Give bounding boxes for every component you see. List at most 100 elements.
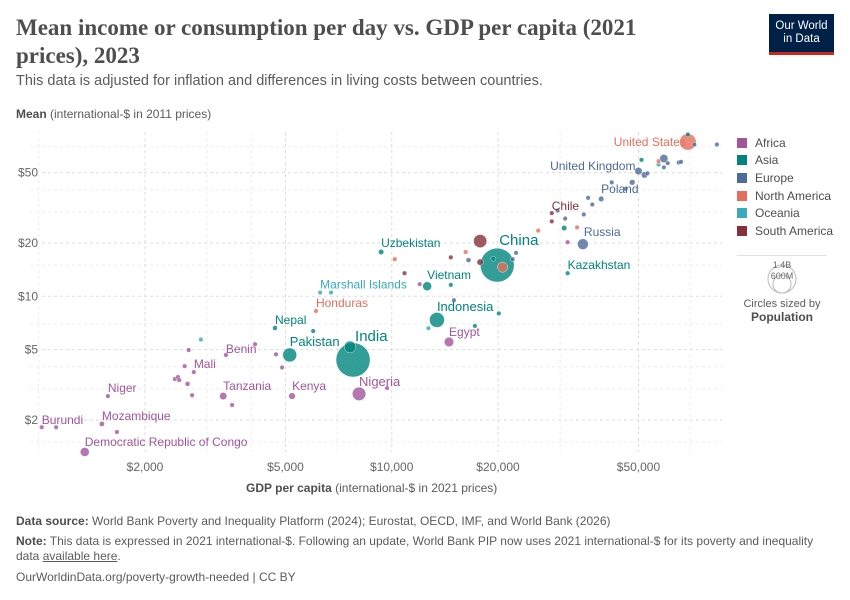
size-circle-small [772, 274, 792, 294]
note-text: This data is expressed in 2021 internati… [16, 534, 814, 563]
legend-swatch [737, 225, 747, 236]
data-point [282, 347, 297, 363]
data-point [463, 249, 469, 255]
x-tick-label: $2,000 [127, 460, 164, 474]
data-point [634, 167, 643, 175]
data-point [609, 179, 615, 185]
data-point [352, 386, 367, 401]
point-label: Vietnam [427, 268, 471, 282]
x-axis-label: GDP per capita (international-$ in 2021 … [246, 481, 497, 495]
size-legend: 1.4B 600M Circles sized by Population [737, 255, 827, 324]
legend-item[interactable]: Europe [737, 169, 833, 187]
scatter-plot: $2,000 $5,000 $10,000 $20,000 $50,000 $2 $5 $10… [18, 132, 722, 474]
data-point [562, 216, 568, 222]
point-label: Russia [584, 225, 621, 239]
data-point [182, 363, 188, 369]
data-point [378, 249, 385, 255]
data-point [691, 142, 697, 148]
data-point [223, 352, 229, 358]
data-point [105, 393, 111, 399]
data-point [574, 224, 580, 230]
point-label: Nepal [275, 313, 306, 327]
available-here-link[interactable]: available here [42, 549, 118, 563]
data-point [678, 159, 684, 165]
data-point [639, 157, 645, 163]
source-url[interactable]: OurWorldinData.org/poverty-growth-needed… [16, 570, 296, 584]
y-tick-label: $50 [18, 166, 38, 180]
data-point [656, 158, 662, 164]
legend-item[interactable]: Africa [737, 134, 833, 152]
data-point [565, 239, 571, 245]
data-point [402, 270, 408, 276]
source-text: World Bank Poverty and Inequality Platfo… [88, 514, 611, 528]
data-point [549, 218, 555, 224]
data-point [555, 208, 561, 214]
data-point [80, 447, 90, 457]
data-point [472, 323, 478, 329]
data-point [328, 290, 334, 296]
data-point [384, 385, 390, 391]
data-point [561, 225, 568, 231]
y-tick-label: $5 [25, 343, 39, 357]
data-point [473, 234, 487, 248]
data-point [581, 211, 587, 217]
y-tick-label: $10 [18, 289, 38, 303]
data-point [313, 308, 319, 314]
data-point [184, 381, 191, 387]
point-label: Nigeria [359, 374, 401, 389]
data-point [480, 247, 515, 283]
data-point [685, 132, 691, 138]
point-label: Benin [226, 342, 257, 356]
data-point [585, 195, 591, 201]
x-axis-label-rest: (international-$ in 2021 prices) [331, 481, 498, 495]
data-point [229, 402, 235, 408]
data-point [589, 202, 595, 208]
size-big-label: 1.4B [773, 260, 792, 270]
point-label: Egypt [449, 325, 480, 339]
point-label: Mozambique [102, 409, 171, 423]
data-point [425, 325, 431, 331]
chart-subtitle: This data is adjusted for inflation and … [16, 73, 543, 89]
legend-label: Europe [755, 170, 794, 185]
owid-logo[interactable]: Our World in Data [769, 14, 834, 55]
data-point [272, 325, 278, 331]
legend-label: Asia [755, 153, 779, 168]
data-point [659, 154, 669, 163]
chart-title: Mean income or consumption per day vs. G… [16, 15, 637, 68]
data-point [497, 261, 508, 273]
data-point [644, 170, 650, 176]
data-point [422, 281, 432, 291]
point-label: Mali [194, 357, 216, 371]
size-legend-circles: 1.4B 600M [767, 260, 797, 294]
point-label: United Kingdom [550, 159, 635, 173]
data-point [549, 210, 555, 216]
data-point [665, 160, 671, 166]
point-label: Pakistan [290, 334, 340, 349]
point-label: Uzbekistan [381, 236, 440, 250]
data-point [565, 270, 571, 276]
x-tick-label: $20,000 [476, 460, 520, 474]
y-tick-label: $20 [18, 236, 38, 250]
legend-label: Africa [755, 135, 786, 150]
legend-item[interactable]: Asia [737, 152, 833, 170]
legend-swatch [737, 172, 747, 183]
data-point [176, 377, 182, 383]
point-label: Kenya [292, 379, 326, 393]
data-point [465, 257, 472, 263]
data-point [510, 256, 516, 262]
legend-item[interactable]: South America [737, 222, 833, 240]
data-point [598, 195, 605, 202]
point-label: Burundi [42, 413, 83, 427]
data-point [53, 424, 59, 430]
data-point [417, 281, 423, 287]
data-point [392, 256, 398, 262]
data-point [39, 424, 45, 430]
x-tick-label: $10,000 [370, 460, 414, 474]
data-point [451, 297, 457, 303]
y-tick-label: $2 [25, 413, 39, 427]
legend-item[interactable]: North America [737, 187, 833, 205]
point-label: Marshall Islands [320, 278, 407, 292]
data-point [317, 290, 323, 296]
legend-item[interactable]: Oceania [737, 204, 833, 222]
data-point [535, 228, 541, 234]
